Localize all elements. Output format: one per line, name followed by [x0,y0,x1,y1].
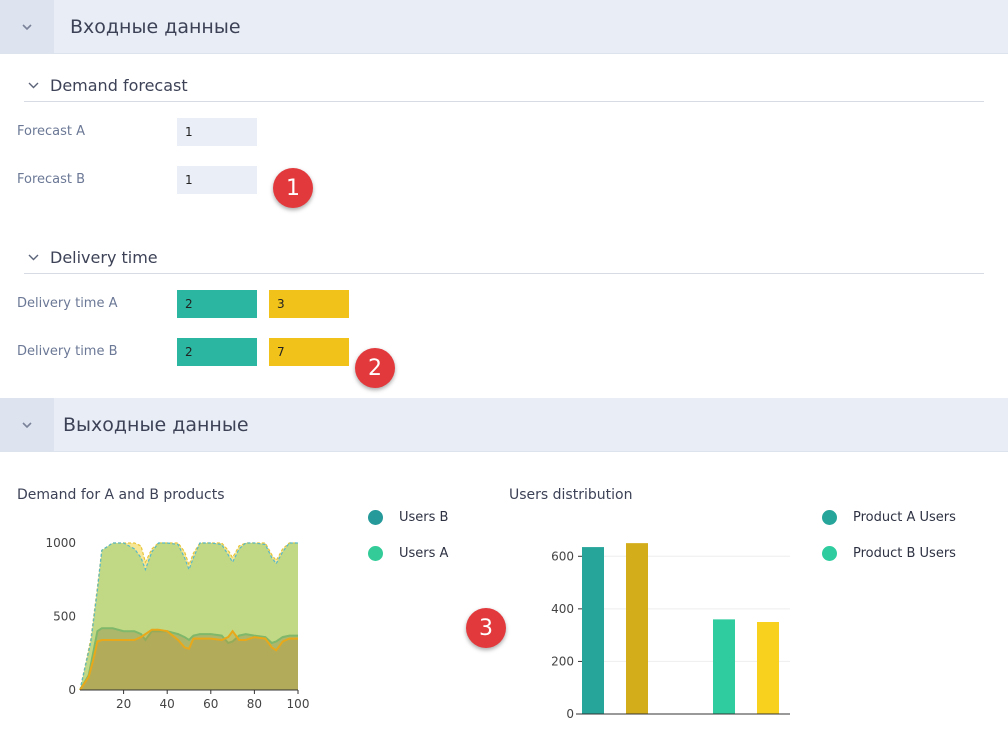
legend-dot-users-a [368,546,383,561]
users-bar-3 [757,622,779,714]
legend-users-b[interactable]: Users B [368,510,448,525]
annotation-marker-2: 2 [355,348,395,388]
chevron-down-icon [28,82,39,89]
legend-label-users-a: Users A [399,546,449,561]
legend-label-product-a: Product A Users [853,510,956,525]
users-y-tick-3: 600 [551,549,574,563]
demand-x-tick-4: 100 [287,697,310,711]
legend-label-users-b: Users B [399,510,449,525]
demand-line-0 [79,542,298,691]
chevron-down-icon [28,254,39,261]
legend-dot-product-a [822,510,837,525]
users-bar-1 [626,543,648,714]
demand-y-tick-1: 500 [53,610,76,624]
users-distribution-chart: 0 200 400 600 [551,543,790,721]
demand-forecast-header[interactable]: Demand forecast [24,70,984,102]
demand-area-2 [80,628,298,690]
demand-x-tick-0: 20 [116,697,131,711]
users-distribution-title: Users distribution [509,487,633,503]
legend-dot-product-b [822,546,837,561]
demand-line-3 [79,628,298,691]
demand-area-3 [80,629,298,690]
forecast-a-input[interactable]: 1 [177,118,257,146]
legend-product-a-users[interactable]: Product A Users [822,510,956,525]
users-bar-0 [582,547,604,714]
demand-y-tick-0: 0 [68,683,76,697]
demand-forecast-title: Demand forecast [50,76,188,95]
demand-chart-title: Demand for A and B products [17,487,225,503]
input-section-title: Входные данные [70,15,241,38]
delivery-time-header[interactable]: Delivery time [24,242,984,274]
users-bar-2 [713,619,735,714]
input-section-toggle[interactable] [0,0,54,53]
delivery-time-a-max-input[interactable]: 3 [269,290,349,318]
output-section-header: Выходные данные [0,398,1008,452]
users-y-tick-2: 400 [551,602,574,616]
forecast-a-label: Forecast A [17,124,86,139]
delivery-time-b-min-input[interactable]: 2 [177,338,257,366]
demand-x-tick-1: 40 [160,697,175,711]
delivery-time-b-label: Delivery time B [17,344,118,359]
users-y-tick-0: 0 [566,707,574,721]
chevron-down-icon [22,421,32,428]
delivery-time-a-label: Delivery time A [17,296,118,311]
legend-users-a[interactable]: Users A [368,546,448,561]
delivery-time-a-min-input[interactable]: 2 [177,290,257,318]
output-section-toggle[interactable] [0,398,54,451]
demand-x-tick-2: 60 [203,697,218,711]
input-section-header: Входные данные [0,0,1008,54]
chevron-down-icon [22,23,32,30]
users-y-tick-1: 200 [551,654,574,668]
demand-y-tick-2: 1000 [45,536,76,550]
demand-x-tick-3: 80 [247,697,262,711]
forecast-b-label: Forecast B [17,172,86,187]
annotation-marker-3: 3 [466,608,506,648]
delivery-time-title: Delivery time [50,248,158,267]
forecast-b-input[interactable]: 1 [177,166,257,194]
demand-line-2 [79,627,298,691]
output-section-title: Выходные данные [63,413,249,436]
legend-label-product-b: Product B Users [853,546,956,561]
demand-chart: 0 500 1000 20 40 60 80 100 [45,536,310,711]
annotation-marker-1: 1 [273,168,313,208]
demand-line-1 [79,542,298,691]
delivery-time-b-max-input[interactable]: 7 [269,338,349,366]
legend-dot-users-b [368,510,383,525]
legend-product-b-users[interactable]: Product B Users [822,546,956,561]
